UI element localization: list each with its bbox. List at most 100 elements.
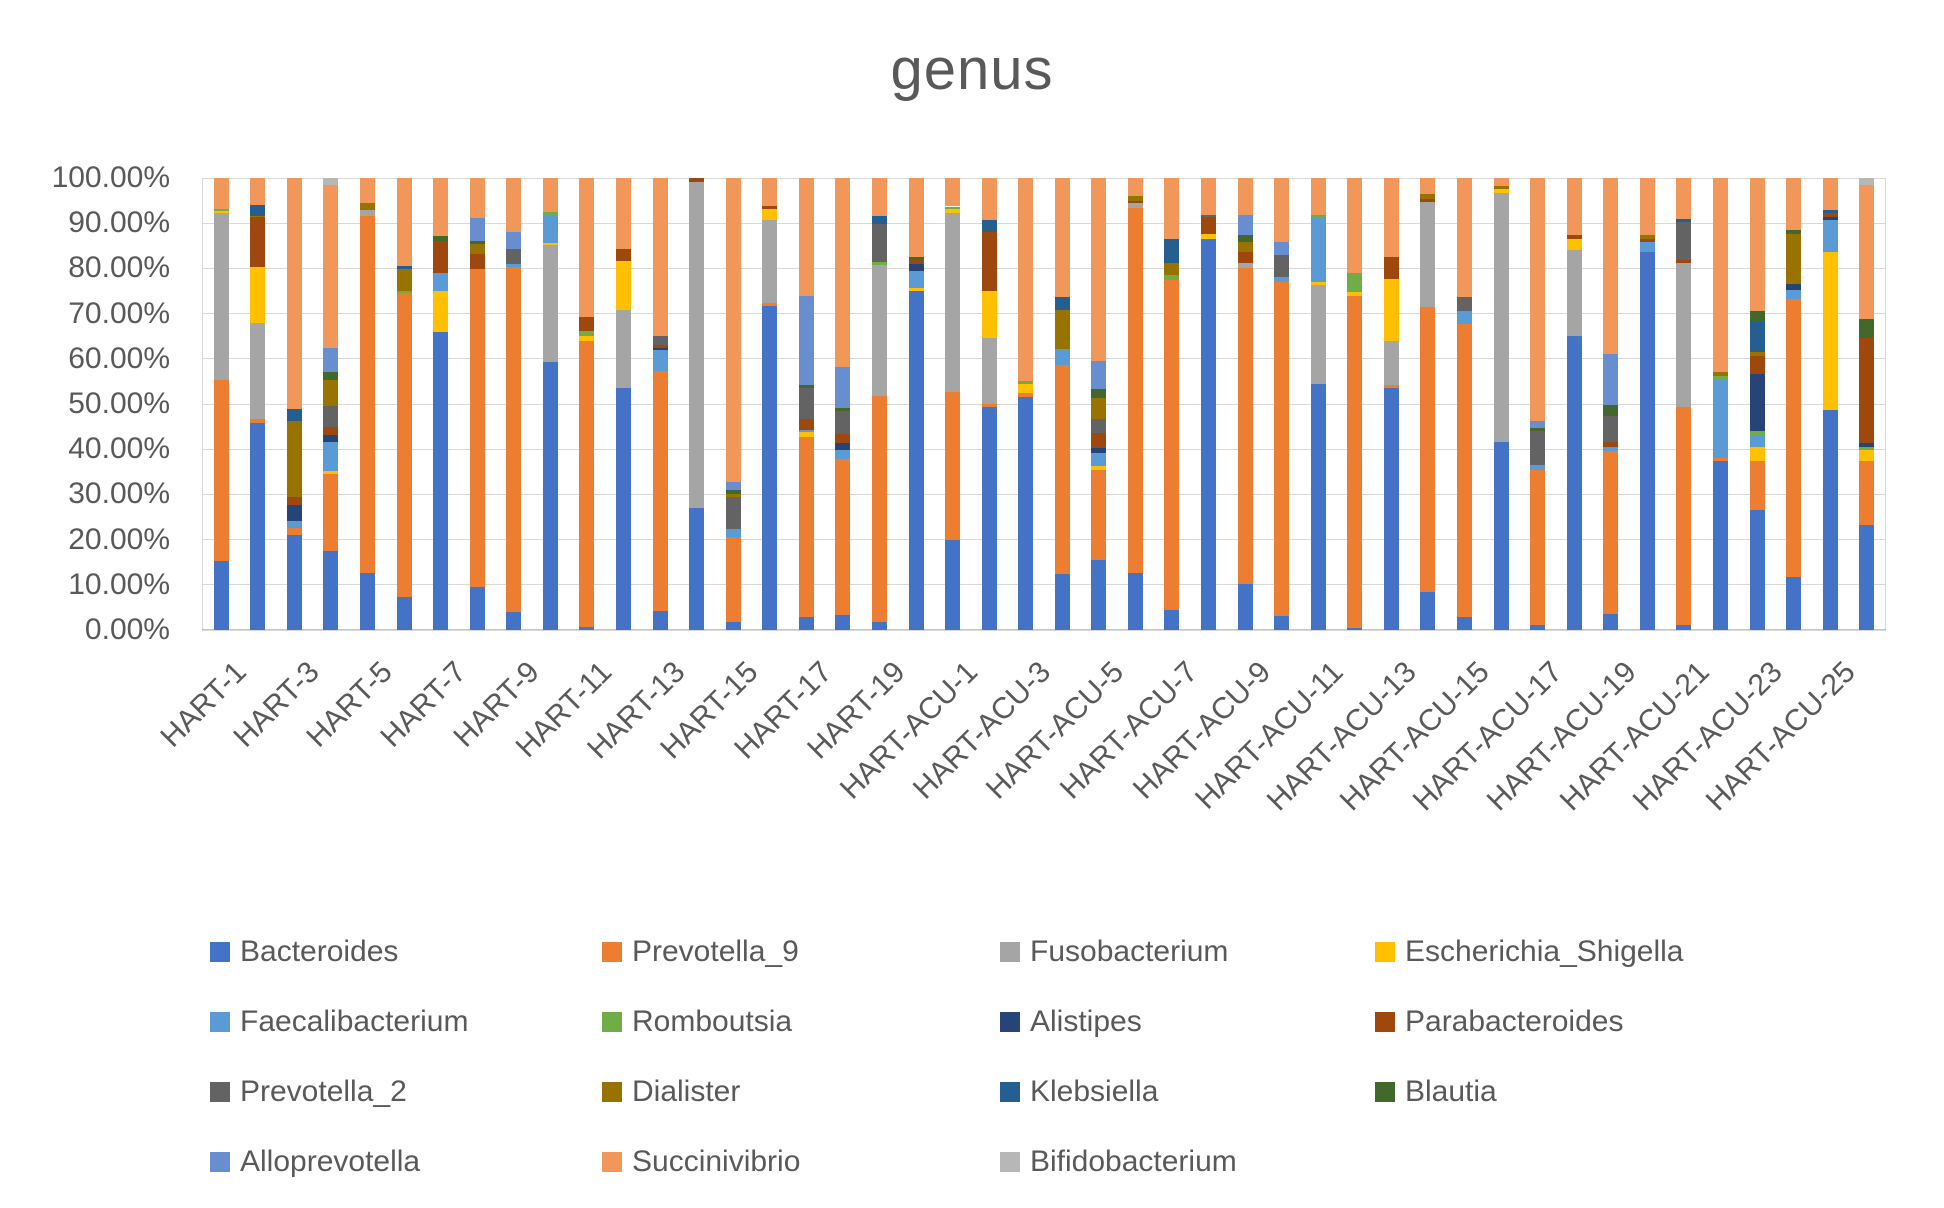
segment-Escherichia_Shigella[interactable]	[1018, 383, 1034, 393]
segment-Klebsiella[interactable]	[396, 266, 412, 270]
segment-Escherichia_Shigella[interactable]	[1859, 449, 1875, 462]
legend-item-Bacteroides[interactable]: Bacteroides	[210, 935, 398, 969]
segment-Parabacteroides[interactable]	[1201, 216, 1217, 234]
segment-Dialister[interactable]	[1420, 193, 1436, 199]
segment-Prevotella_2[interactable]	[323, 406, 339, 427]
segment-Prevotella_9[interactable]	[1749, 461, 1765, 510]
segment-Prevotella_9[interactable]	[1237, 268, 1253, 584]
segment-Escherichia_Shigella[interactable]	[579, 335, 595, 341]
segment-Bacteroides[interactable]	[396, 597, 412, 630]
segment-Bifidobacterium[interactable]	[1859, 178, 1875, 185]
segment-Bacteroides[interactable]	[1786, 577, 1802, 630]
segment-Succinivibrio[interactable]	[1639, 178, 1655, 235]
segment-Bacteroides[interactable]	[835, 615, 851, 630]
segment-Parabacteroides[interactable]	[286, 496, 302, 505]
segment-Prevotella_9[interactable]	[1420, 307, 1436, 593]
segment-Succinivibrio[interactable]	[1859, 184, 1875, 320]
segment-Alloprevotella[interactable]	[1603, 353, 1619, 406]
segment-Prevotella_2[interactable]	[1603, 416, 1619, 442]
legend-item-Escherichia_Shigella[interactable]: Escherichia_Shigella	[1375, 935, 1684, 969]
segment-Prevotella_9[interactable]	[1712, 458, 1728, 462]
segment-Faecalibacterium[interactable]	[506, 264, 522, 268]
segment-Romboutsia[interactable]	[396, 290, 412, 293]
legend-item-Alloprevotella[interactable]: Alloprevotella	[210, 1145, 420, 1179]
segment-Prevotella_2[interactable]	[1530, 431, 1546, 465]
segment-Escherichia_Shigella[interactable]	[1822, 251, 1838, 411]
segment-Escherichia_Shigella[interactable]	[1310, 281, 1326, 286]
segment-Romboutsia[interactable]	[542, 212, 558, 215]
segment-Succinivibrio[interactable]	[1018, 178, 1034, 382]
segment-Bacteroides[interactable]	[798, 617, 814, 630]
segment-Klebsiella[interactable]	[1822, 209, 1838, 213]
segment-Fusobacterium[interactable]	[542, 244, 558, 363]
segment-Bacteroides[interactable]	[981, 407, 997, 630]
segment-Bacteroides[interactable]	[945, 540, 961, 630]
segment-Succinivibrio[interactable]	[1676, 178, 1692, 219]
segment-Succinivibrio[interactable]	[469, 178, 485, 218]
segment-Prevotella_9[interactable]	[579, 340, 595, 628]
legend-item-Alistipes[interactable]: Alistipes	[1000, 1005, 1142, 1039]
segment-Parabacteroides[interactable]	[433, 240, 449, 273]
segment-Prevotella_9[interactable]	[798, 437, 814, 618]
segment-Bacteroides[interactable]	[1347, 627, 1363, 630]
segment-Parabacteroides[interactable]	[1420, 198, 1436, 202]
segment-Parabacteroides[interactable]	[762, 206, 778, 210]
legend-item-Blautia[interactable]: Blautia	[1375, 1075, 1497, 1109]
segment-Succinivibrio[interactable]	[1383, 178, 1399, 258]
segment-Dialister[interactable]	[396, 269, 412, 291]
segment-Dialister[interactable]	[469, 244, 485, 254]
segment-Fusobacterium[interactable]	[250, 322, 266, 420]
segment-Fusobacterium[interactable]	[616, 310, 631, 388]
segment-Prevotella_9[interactable]	[213, 379, 229, 562]
segment-Bacteroides[interactable]	[1822, 410, 1838, 630]
segment-Succinivibrio[interactable]	[360, 178, 376, 204]
segment-Faecalibacterium[interactable]	[1091, 452, 1107, 467]
segment-Bacteroides[interactable]	[213, 561, 229, 630]
segment-Succinivibrio[interactable]	[1310, 178, 1326, 216]
segment-Parabacteroides[interactable]	[1749, 355, 1765, 375]
segment-Parabacteroides[interactable]	[469, 253, 485, 270]
segment-Romboutsia[interactable]	[579, 330, 595, 336]
segment-Parabacteroides[interactable]	[1676, 260, 1692, 264]
segment-Dialister[interactable]	[725, 493, 741, 497]
legend-item-Prevotella_2[interactable]: Prevotella_2	[210, 1075, 407, 1109]
segment-Blautia[interactable]	[798, 384, 814, 388]
segment-Dialister[interactable]	[1054, 310, 1070, 349]
segment-Klebsiella[interactable]	[250, 204, 266, 216]
segment-Bacteroides[interactable]	[652, 611, 668, 630]
segment-Succinivibrio[interactable]	[213, 178, 229, 210]
segment-Faecalibacterium[interactable]	[1054, 348, 1070, 365]
segment-Alistipes[interactable]	[1091, 447, 1107, 453]
segment-Prevotella_2[interactable]	[1091, 419, 1107, 433]
segment-Escherichia_Shigella[interactable]	[1749, 446, 1765, 462]
segment-Prevotella_9[interactable]	[286, 528, 302, 536]
segment-Bacteroides[interactable]	[908, 291, 924, 630]
segment-Parabacteroides[interactable]	[1859, 337, 1875, 444]
segment-Blautia[interactable]	[1091, 389, 1107, 398]
segment-Succinivibrio[interactable]	[1164, 178, 1180, 240]
segment-Prevotella_9[interactable]	[250, 419, 266, 423]
segment-Escherichia_Shigella[interactable]	[1091, 466, 1107, 470]
segment-Alloprevotella[interactable]	[469, 217, 485, 242]
segment-Faecalibacterium[interactable]	[1274, 277, 1290, 282]
legend-item-Prevotella_9[interactable]: Prevotella_9	[602, 935, 799, 969]
segment-Prevotella_2[interactable]	[1676, 221, 1692, 261]
segment-Fusobacterium[interactable]	[1493, 192, 1509, 442]
segment-Succinivibrio[interactable]	[1786, 178, 1802, 231]
segment-Parabacteroides[interactable]	[1091, 432, 1107, 448]
segment-Faecalibacterium[interactable]	[835, 449, 851, 460]
segment-Blautia[interactable]	[725, 490, 741, 494]
segment-Bacteroides[interactable]	[1749, 509, 1765, 630]
chart-title[interactable]: genus	[890, 37, 1054, 102]
segment-Dialister[interactable]	[1127, 196, 1143, 202]
segment-Alloprevotella[interactable]	[506, 232, 522, 249]
segment-Klebsiella[interactable]	[1676, 218, 1692, 222]
segment-Escherichia_Shigella[interactable]	[542, 242, 558, 245]
segment-Bacteroides[interactable]	[579, 627, 595, 630]
segment-Blautia[interactable]	[1859, 319, 1875, 338]
segment-Dialister[interactable]	[1493, 186, 1509, 189]
segment-Alloprevotella[interactable]	[1237, 214, 1253, 235]
segment-Alistipes[interactable]	[1749, 374, 1765, 431]
segment-Dialister[interactable]	[250, 215, 266, 218]
segment-Succinivibrio[interactable]	[1091, 178, 1107, 361]
